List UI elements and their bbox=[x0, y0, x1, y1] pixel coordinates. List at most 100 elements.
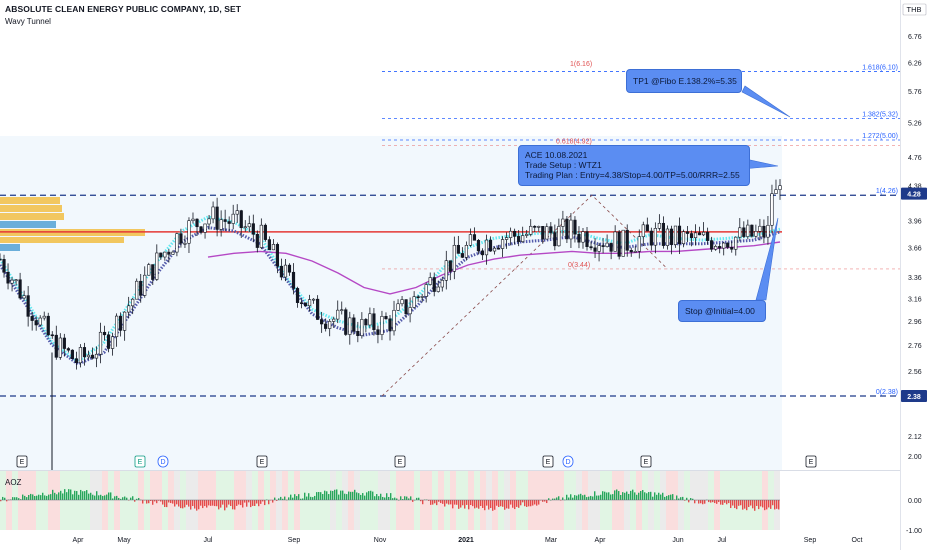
candle bbox=[432, 272, 436, 297]
oscillator-bar bbox=[700, 500, 702, 504]
candle bbox=[98, 322, 103, 364]
candle bbox=[167, 249, 171, 263]
candle-body bbox=[480, 250, 485, 256]
oscillator-bar bbox=[478, 500, 480, 509]
oscillator-bar bbox=[756, 500, 758, 506]
candle-body bbox=[456, 244, 460, 254]
candle-body bbox=[444, 260, 448, 281]
oscillator-bar bbox=[444, 500, 446, 507]
oscillator-bar bbox=[308, 493, 310, 500]
candle bbox=[504, 232, 509, 249]
candle bbox=[533, 225, 537, 233]
candle-body bbox=[472, 234, 477, 241]
candle bbox=[110, 332, 115, 356]
oscillator-bar bbox=[54, 492, 56, 500]
oscillator-bar bbox=[418, 497, 420, 500]
candle-body bbox=[74, 358, 78, 364]
oscillator-bar bbox=[366, 492, 368, 500]
candle-body bbox=[167, 251, 171, 255]
candle-body bbox=[681, 231, 686, 244]
candle-body bbox=[183, 242, 187, 245]
oscillator-bar bbox=[178, 500, 180, 507]
candle bbox=[416, 295, 420, 302]
candle-body bbox=[34, 320, 38, 326]
oscillator-bar bbox=[162, 500, 164, 505]
candle bbox=[22, 290, 26, 300]
oscillator-bar bbox=[94, 495, 96, 500]
oscillator-bar bbox=[624, 492, 626, 500]
oscillator-bar bbox=[18, 498, 20, 500]
oscillator-bar bbox=[100, 494, 102, 500]
candle-body bbox=[255, 233, 259, 248]
candle-body bbox=[697, 232, 702, 236]
candle-body bbox=[316, 298, 320, 320]
wavy-tunnel-line bbox=[207, 241, 781, 295]
candle-body bbox=[557, 226, 561, 247]
event-marker-label: E bbox=[398, 459, 403, 466]
oscillator-bar bbox=[46, 495, 48, 500]
candle-body bbox=[412, 296, 416, 308]
candle bbox=[183, 235, 187, 248]
oscillator-bar bbox=[310, 496, 312, 500]
oscillator-bar bbox=[508, 500, 510, 509]
candle bbox=[758, 218, 762, 241]
candle bbox=[38, 315, 42, 327]
candle bbox=[669, 225, 674, 255]
oscillator-bar bbox=[72, 494, 74, 500]
oscillator-bar bbox=[740, 500, 742, 506]
oscillator-bar bbox=[648, 492, 650, 500]
candle-body bbox=[597, 245, 601, 252]
candle bbox=[420, 293, 424, 303]
candle bbox=[175, 232, 179, 257]
candle-body bbox=[637, 236, 641, 252]
candle bbox=[199, 226, 203, 235]
oscillator-bar bbox=[440, 500, 442, 504]
oscillator-bar bbox=[684, 500, 686, 501]
oscillator-bar bbox=[416, 497, 418, 500]
candle bbox=[400, 296, 404, 307]
oscillator-bar bbox=[686, 497, 688, 500]
fib-level-label: 1.272(5.00) bbox=[862, 133, 898, 140]
oscillator-bar bbox=[400, 496, 402, 500]
oscillator-bar bbox=[466, 500, 468, 505]
oscillator-bar bbox=[352, 491, 354, 500]
pane-divider bbox=[0, 470, 900, 471]
oscillator-zone bbox=[396, 471, 402, 530]
y-tick-label: 4.38 bbox=[908, 184, 922, 191]
candle-body bbox=[613, 231, 617, 252]
oscillator-bar bbox=[448, 500, 450, 505]
candle-body bbox=[589, 246, 593, 249]
oscillator-bar bbox=[200, 500, 202, 506]
candle-body bbox=[738, 227, 742, 238]
candle bbox=[706, 227, 710, 245]
oscillator-zone bbox=[276, 471, 282, 530]
currency-box bbox=[902, 3, 927, 16]
candle bbox=[211, 201, 215, 224]
candle-body bbox=[163, 251, 167, 258]
oscillator-bar bbox=[4, 497, 6, 500]
oscillator-zone bbox=[690, 471, 696, 530]
y-tick-label: 5.26 bbox=[908, 121, 922, 128]
candle bbox=[123, 311, 127, 341]
plan-line-2: Trade Setup : WTZ1 bbox=[525, 160, 602, 170]
oscillator-bar bbox=[654, 492, 656, 500]
oscillator-bar bbox=[358, 493, 360, 500]
oscillator-bar bbox=[332, 490, 334, 500]
candle-body bbox=[131, 298, 135, 307]
candle-body bbox=[155, 252, 159, 280]
oscillator-bar bbox=[764, 500, 766, 511]
event-marker-label: E bbox=[20, 459, 25, 466]
oscillator-bar bbox=[130, 497, 132, 500]
candle bbox=[693, 224, 698, 246]
tp-callout: TP1 @Fibo E.138.2%=5.35 bbox=[626, 69, 742, 93]
candle bbox=[139, 273, 143, 303]
candle bbox=[561, 210, 565, 237]
oscillator-bar bbox=[74, 490, 76, 500]
volume-profile-bar bbox=[0, 237, 124, 243]
candle bbox=[267, 236, 271, 251]
candle-body bbox=[344, 309, 348, 335]
oscillator-bar bbox=[190, 500, 192, 510]
volume-profile-bar bbox=[0, 213, 64, 220]
candle bbox=[119, 312, 123, 337]
oscillator-bar bbox=[330, 490, 332, 500]
